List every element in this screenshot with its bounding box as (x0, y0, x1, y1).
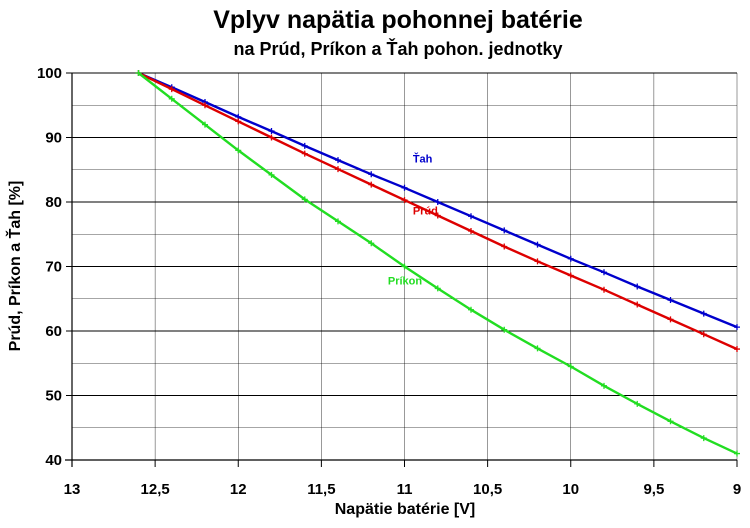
x-tick-label: 10 (562, 481, 579, 498)
data-point (501, 243, 508, 250)
data-point (235, 118, 242, 125)
data-point (268, 134, 275, 141)
data-point (301, 142, 308, 149)
data-point (202, 121, 208, 128)
data-point (534, 241, 541, 248)
data-point (368, 181, 375, 188)
data-point (700, 331, 707, 338)
data-point (567, 363, 574, 370)
chart-title: Vplyv napätia pohonnej batérie (213, 6, 583, 34)
x-tick-label: 9 (733, 481, 741, 498)
data-point (667, 418, 674, 425)
data-point (567, 255, 574, 262)
series-group (135, 70, 740, 457)
x-tick-label: 10,5 (473, 481, 502, 498)
data-point (401, 263, 408, 270)
data-point (335, 166, 341, 173)
data-point (634, 400, 641, 407)
data-point (501, 227, 508, 234)
data-point (601, 382, 607, 389)
data-point (468, 306, 474, 313)
data-point (634, 301, 641, 308)
data-point (734, 450, 740, 457)
axes (65, 72, 738, 467)
data-point (168, 95, 175, 102)
series-label: Ťah (413, 153, 433, 166)
data-point (401, 197, 408, 204)
y-tick-label: 40 (45, 452, 62, 469)
data-point (168, 86, 175, 93)
series-label: Prúd (413, 205, 438, 217)
y-tick-label: 50 (45, 388, 62, 405)
data-point (468, 228, 474, 235)
data-point (368, 240, 375, 247)
y-tick-label: 70 (45, 259, 62, 276)
x-tick-label: 9,5 (643, 481, 664, 498)
y-tick-label: 90 (45, 130, 62, 147)
x-tick-label: 13 (64, 481, 81, 498)
data-point (468, 213, 474, 220)
data-point (700, 310, 707, 317)
data-point (734, 346, 740, 353)
y-axis-label: Prúd, Príkon a Ťah [%] (5, 181, 24, 352)
data-point (501, 326, 508, 333)
data-point (601, 286, 607, 293)
data-point (434, 199, 441, 205)
data-point (202, 102, 208, 109)
data-point (135, 70, 142, 76)
data-point (601, 269, 607, 276)
data-point (567, 272, 574, 279)
data-point (534, 345, 541, 352)
series-labels: Ťah Prúd Príkon (388, 153, 438, 288)
data-point (335, 157, 341, 164)
x-axis-label: Napätie batérie [V] (335, 501, 475, 518)
y-tick-label: 80 (45, 194, 62, 211)
data-point (534, 258, 541, 265)
data-point (401, 184, 408, 191)
data-point (434, 285, 441, 292)
x-tick-label: 11,5 (307, 481, 335, 498)
data-point (301, 196, 308, 203)
series-line (137, 72, 738, 455)
data-point (667, 297, 674, 304)
data-point (734, 324, 740, 331)
series-label: Príkon (388, 276, 423, 288)
data-point (700, 435, 707, 442)
data-point (368, 171, 375, 178)
x-tick-label: 12,5 (141, 481, 170, 498)
data-point (301, 150, 308, 157)
x-tick-label: 12 (230, 481, 247, 498)
tick-labels: 40 50 60 70 80 90 100 13 12,5 12 11,5 11 10,5 10 9,5 9 (37, 65, 741, 498)
data-point (235, 147, 242, 154)
y-tick-label: 100 (37, 65, 62, 82)
data-point (434, 212, 441, 219)
data-point (268, 171, 275, 178)
chart-subtitle: na Prúd, Príkon a Ťah pohon. jednotky (233, 38, 562, 59)
data-point (268, 128, 275, 135)
y-tick-label: 60 (45, 323, 62, 340)
x-tick-label: 11 (397, 481, 413, 498)
data-point (335, 218, 341, 225)
data-point (634, 283, 641, 290)
data-point (667, 316, 674, 323)
